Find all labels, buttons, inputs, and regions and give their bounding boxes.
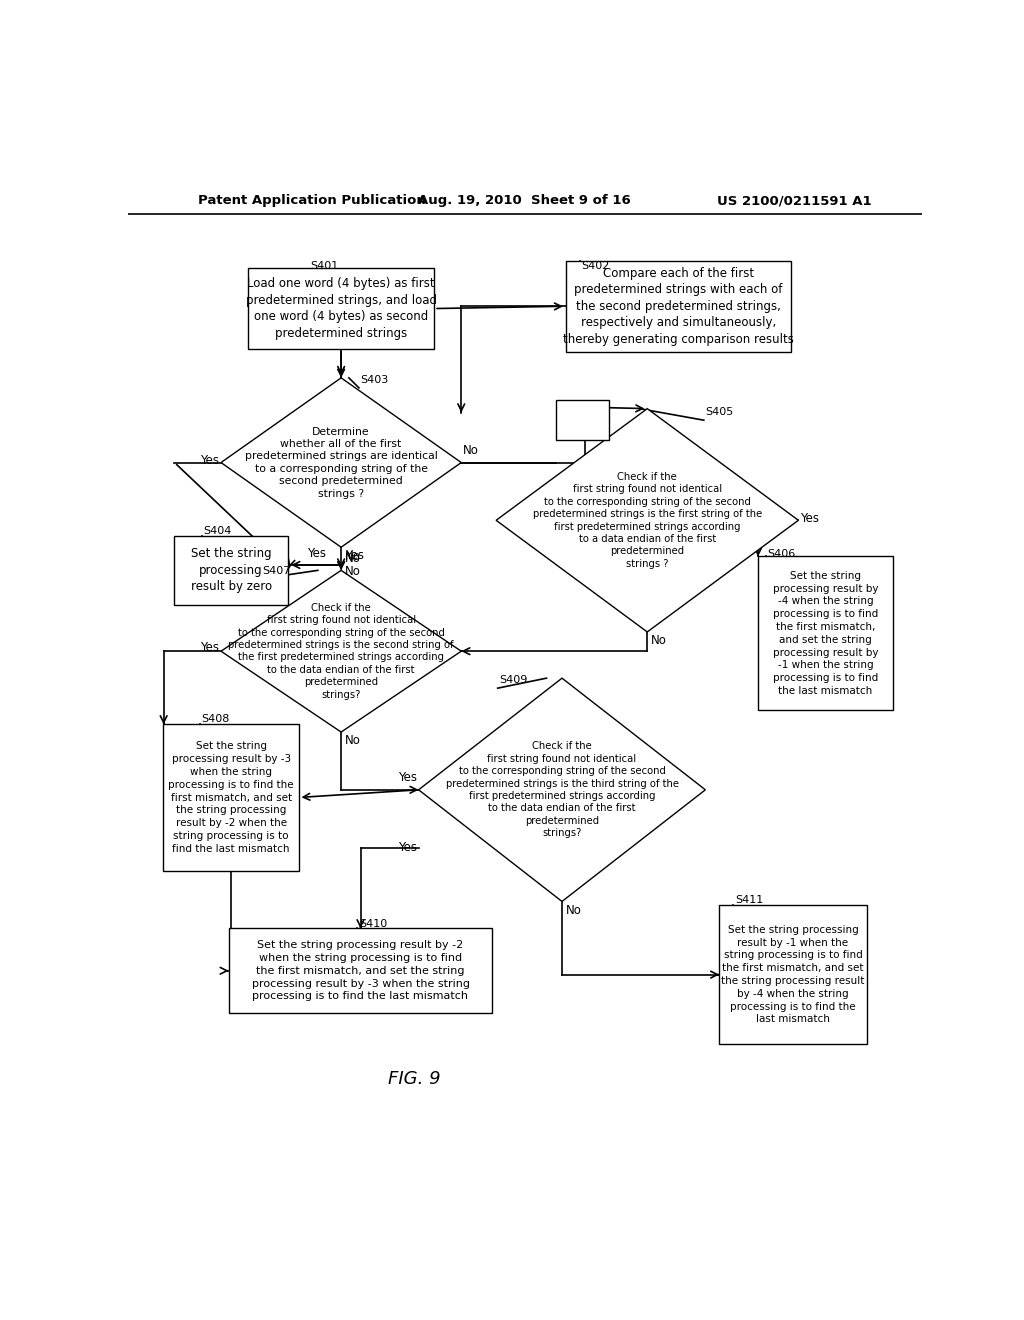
Text: Yes: Yes <box>800 512 819 525</box>
Text: S403: S403 <box>360 375 389 385</box>
Text: Yes: Yes <box>201 454 219 467</box>
Text: No: No <box>345 565 360 578</box>
Text: Aug. 19, 2010  Sheet 9 of 16: Aug. 19, 2010 Sheet 9 of 16 <box>419 194 631 207</box>
Bar <box>566 261 791 351</box>
Text: S404: S404 <box>203 525 231 536</box>
Text: S408: S408 <box>202 714 230 725</box>
Bar <box>174 536 289 605</box>
Text: No: No <box>566 904 582 917</box>
Text: Yes: Yes <box>398 771 417 784</box>
Text: Check if the
first string found not identical
to the corresponding string of the: Check if the first string found not iden… <box>228 603 454 700</box>
Text: Yes: Yes <box>201 640 219 653</box>
Text: Set the string
processing result by
-4 when the string
processing is to find
the: Set the string processing result by -4 w… <box>773 570 879 696</box>
Text: Check if the
first string found not identical
to the corresponding string of the: Check if the first string found not iden… <box>532 473 762 569</box>
Text: S405: S405 <box>706 407 733 417</box>
Text: Yes: Yes <box>307 546 326 560</box>
Polygon shape <box>221 570 461 733</box>
Text: No: No <box>463 444 478 457</box>
Text: Load one word (4 bytes) as first
predetermined strings, and load
one word (4 byt: Load one word (4 bytes) as first predete… <box>246 277 436 339</box>
Text: FIG. 9: FIG. 9 <box>388 1069 441 1088</box>
Text: Set the string processing result by -2
when the string processing is to find
the: Set the string processing result by -2 w… <box>252 940 469 1002</box>
Text: Check if the
first string found not identical
to the corresponding string of the: Check if the first string found not iden… <box>445 742 679 838</box>
Text: S409: S409 <box>500 675 527 685</box>
Text: Set the string
processing result by -3
when the string
processing is to find the: Set the string processing result by -3 w… <box>168 742 294 854</box>
Bar <box>556 400 608 441</box>
Bar <box>228 928 493 1014</box>
Text: Set the string processing
result by -1 when the
string processing is to find
the: Set the string processing result by -1 w… <box>721 925 864 1024</box>
Text: No: No <box>345 552 360 565</box>
Text: Yes: Yes <box>345 549 364 562</box>
Polygon shape <box>496 409 799 632</box>
Text: S406: S406 <box>767 549 796 558</box>
Text: Compare each of the first
predetermined strings with each of
the second predeter: Compare each of the first predetermined … <box>563 267 794 346</box>
Text: No: No <box>345 734 360 747</box>
Text: No: No <box>345 549 360 562</box>
Polygon shape <box>221 378 461 548</box>
Text: S407: S407 <box>262 566 291 576</box>
Text: US 2100/0211591 A1: US 2100/0211591 A1 <box>718 194 872 207</box>
Bar <box>248 268 434 348</box>
Text: S401: S401 <box>310 261 338 271</box>
Text: No: No <box>651 635 667 647</box>
Text: Yes: Yes <box>398 841 417 854</box>
Text: Determine
whether all of the first
predetermined strings are identical
to a corr: Determine whether all of the first prede… <box>245 426 437 499</box>
Bar <box>163 725 299 871</box>
Text: S410: S410 <box>359 919 387 929</box>
Polygon shape <box>419 678 706 902</box>
Text: Set the string
processing
result by zero: Set the string processing result by zero <box>190 548 271 594</box>
Bar <box>758 557 893 710</box>
Text: S402: S402 <box>582 261 609 271</box>
Bar <box>719 906 866 1044</box>
Text: Patent Application Publication: Patent Application Publication <box>198 194 426 207</box>
Text: S411: S411 <box>735 895 763 906</box>
